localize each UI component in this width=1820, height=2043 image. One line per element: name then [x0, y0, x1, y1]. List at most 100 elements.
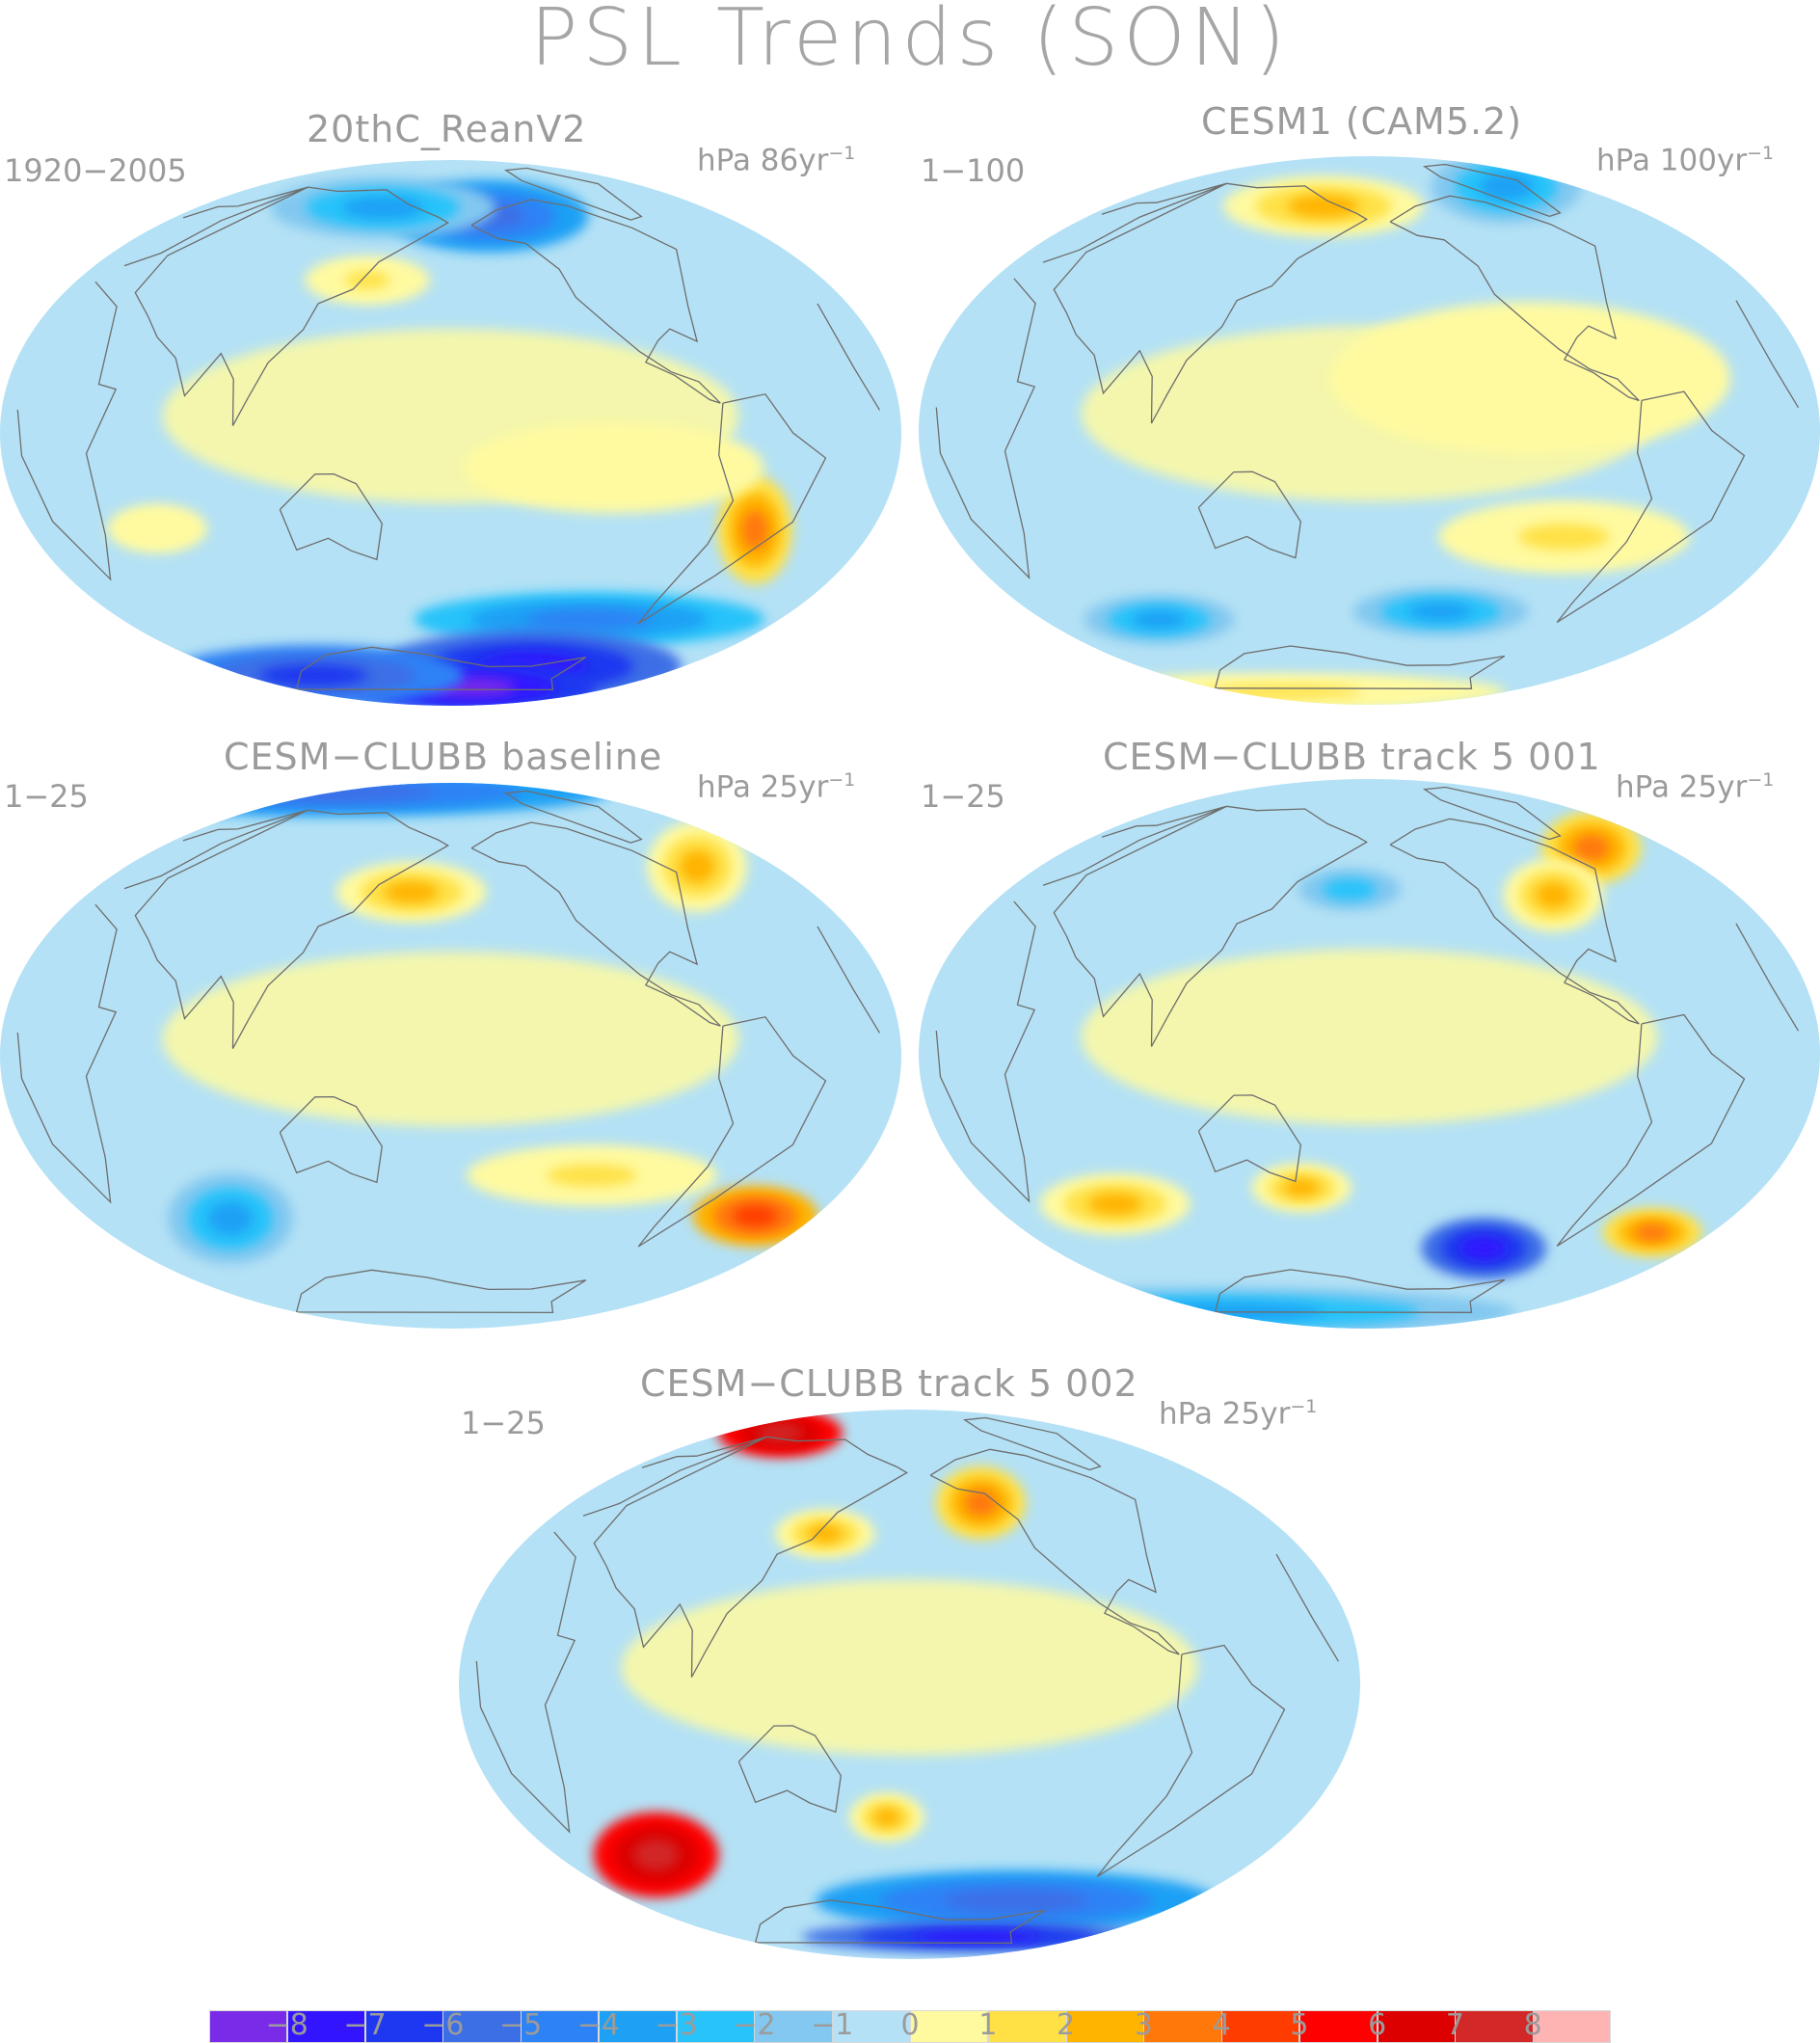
- field-blob-1-ring-2: [1535, 881, 1572, 909]
- colorbar-tick-label: 5: [1290, 2008, 1309, 2042]
- field-blob-3-ring-2: [741, 510, 769, 550]
- coastline-4: [279, 1095, 383, 1184]
- coastline-5: [1042, 182, 1227, 263]
- coastline-3: [16, 281, 118, 581]
- colorbar-tick-label: −6: [421, 2008, 465, 2042]
- field-blob-6-ring-2: [525, 609, 653, 630]
- colorbar-tick-label: 7: [1445, 2008, 1464, 2042]
- coastline-7: [295, 1269, 587, 1314]
- map-cesm-clubb-track-5-001: [919, 779, 1820, 1329]
- colorbar-tick-label: 3: [1134, 2008, 1153, 2042]
- colorbar-box: [1221, 2010, 1300, 2043]
- figure-title: PSL Trends (SON): [529, 0, 1291, 84]
- coastline-3: [935, 901, 1036, 1203]
- field-blob-4-ring-2: [1087, 1193, 1142, 1216]
- panel-title: CESM−CLUBB track 5 002: [640, 1362, 1138, 1405]
- field-blob-2-ring-2: [344, 271, 390, 289]
- field-blob-5-ring-2: [139, 520, 175, 538]
- coastline-1: [1096, 1644, 1286, 1877]
- field-blob-1-ring-2: [964, 1490, 998, 1517]
- colorbar-tick-label: 1: [978, 2008, 998, 2042]
- field-blob-3-ring-2: [633, 1839, 679, 1870]
- panel-units: hPa 25yr−1: [697, 769, 856, 805]
- colorbar-tick-label: 8: [1523, 2008, 1542, 2042]
- field-blob-2-ring-2: [1458, 350, 1602, 406]
- colorbar-tick-label: −8: [265, 2008, 308, 2042]
- coastline-2: [134, 809, 450, 1049]
- coastline-2: [1053, 182, 1368, 424]
- field-tropical-band: [621, 1579, 1198, 1756]
- coastline-7: [1214, 1269, 1506, 1313]
- field-blob-4-ring-2: [1132, 610, 1187, 629]
- coastline-6: [1422, 163, 1562, 218]
- coastline-0: [1389, 195, 1640, 402]
- panel-period: 1−25: [4, 778, 89, 815]
- coastline-4: [279, 472, 383, 561]
- panel-period: 1−100: [921, 152, 1026, 189]
- panel-title: CESM−CLUBB baseline: [224, 736, 663, 778]
- field-blob-1-ring-2: [384, 881, 439, 903]
- colorbar-box: [1377, 2010, 1456, 2043]
- field-blob-5-ring-2: [1283, 1178, 1320, 1197]
- coastline-3: [935, 278, 1036, 579]
- coastline-6: [962, 1416, 1102, 1471]
- field-blob-1-ring-2: [1479, 173, 1534, 201]
- panel-title: CESM1 (CAM5.2): [1201, 100, 1523, 143]
- panel-title: CESM−CLUBB track 5 001: [1103, 736, 1601, 778]
- field-blob-4-ring-2: [547, 1164, 637, 1187]
- coastline-7: [754, 1899, 1046, 1944]
- coastline-4: [737, 1725, 842, 1814]
- colorbar-box: [1298, 2010, 1378, 2043]
- colorbar-tick-label: 0: [900, 2008, 920, 2042]
- colorbar-box: [521, 2010, 600, 2043]
- field-blob-3-ring-2: [1518, 524, 1610, 551]
- coastline-3: [475, 1531, 576, 1834]
- coastline-2: [593, 1436, 908, 1678]
- panel-period: 1920−2005: [4, 152, 187, 189]
- panel-title: 20thC_ReanV2: [307, 108, 587, 150]
- coastline-4: [1197, 1094, 1301, 1183]
- coastline-2: [134, 186, 450, 426]
- coastline-6: [1422, 786, 1562, 841]
- colorbar-tick-label: −4: [576, 2008, 620, 2042]
- coastline-3: [1275, 1553, 1340, 1662]
- field-blob-0-ring-2: [1287, 195, 1360, 218]
- colorbar-tick-label: −5: [498, 2008, 543, 2042]
- coastline-4: [1197, 470, 1301, 559]
- coastline-7: [295, 646, 587, 691]
- coastline-1: [1556, 390, 1746, 624]
- colorbar-tick-label: −3: [655, 2008, 698, 2042]
- colorbar-tick-label: 2: [1057, 2008, 1076, 2042]
- coastline-3: [1735, 923, 1800, 1032]
- field-blob-3-ring-2: [1460, 1237, 1507, 1260]
- colorbar: [209, 2010, 1612, 2043]
- field-blob-1-ring-2: [342, 197, 424, 219]
- panel-period: 1−25: [461, 1405, 546, 1441]
- colorbar-box: [1455, 2010, 1534, 2043]
- colorbar-tick-label: 6: [1368, 2008, 1387, 2042]
- coastline-1: [637, 1016, 827, 1248]
- field-blob-5-ring-2: [1408, 603, 1473, 621]
- field-blob-0-ring-2: [234, 783, 434, 801]
- coastline-5: [123, 186, 308, 267]
- colorbar-box: [1143, 2010, 1222, 2043]
- field-blob-0-ring-2: [1573, 834, 1610, 862]
- coastline-3: [1735, 300, 1800, 409]
- field-blob-6-ring-2: [1199, 685, 1363, 699]
- map-20thc-reanv2: [0, 160, 901, 706]
- coastline-1: [637, 393, 827, 625]
- colorbar-tick-label: −1: [811, 2008, 854, 2042]
- coastline-3: [816, 303, 881, 411]
- coastline-2: [1053, 805, 1368, 1047]
- colorbar-box: [598, 2010, 678, 2043]
- coastline-1: [1556, 1013, 1746, 1247]
- panel-period: 1−25: [921, 778, 1005, 815]
- panel-units: hPa 25yr−1: [1159, 1396, 1318, 1432]
- panel-units: hPa 25yr−1: [1616, 769, 1775, 805]
- map-cesm-clubb-baseline: [0, 783, 901, 1329]
- colorbar-box: [442, 2010, 522, 2043]
- colorbar-box: [754, 2010, 833, 2043]
- colorbar-box: [209, 2010, 288, 2043]
- field-tropical-band: [162, 951, 739, 1127]
- coastline-6: [503, 790, 643, 844]
